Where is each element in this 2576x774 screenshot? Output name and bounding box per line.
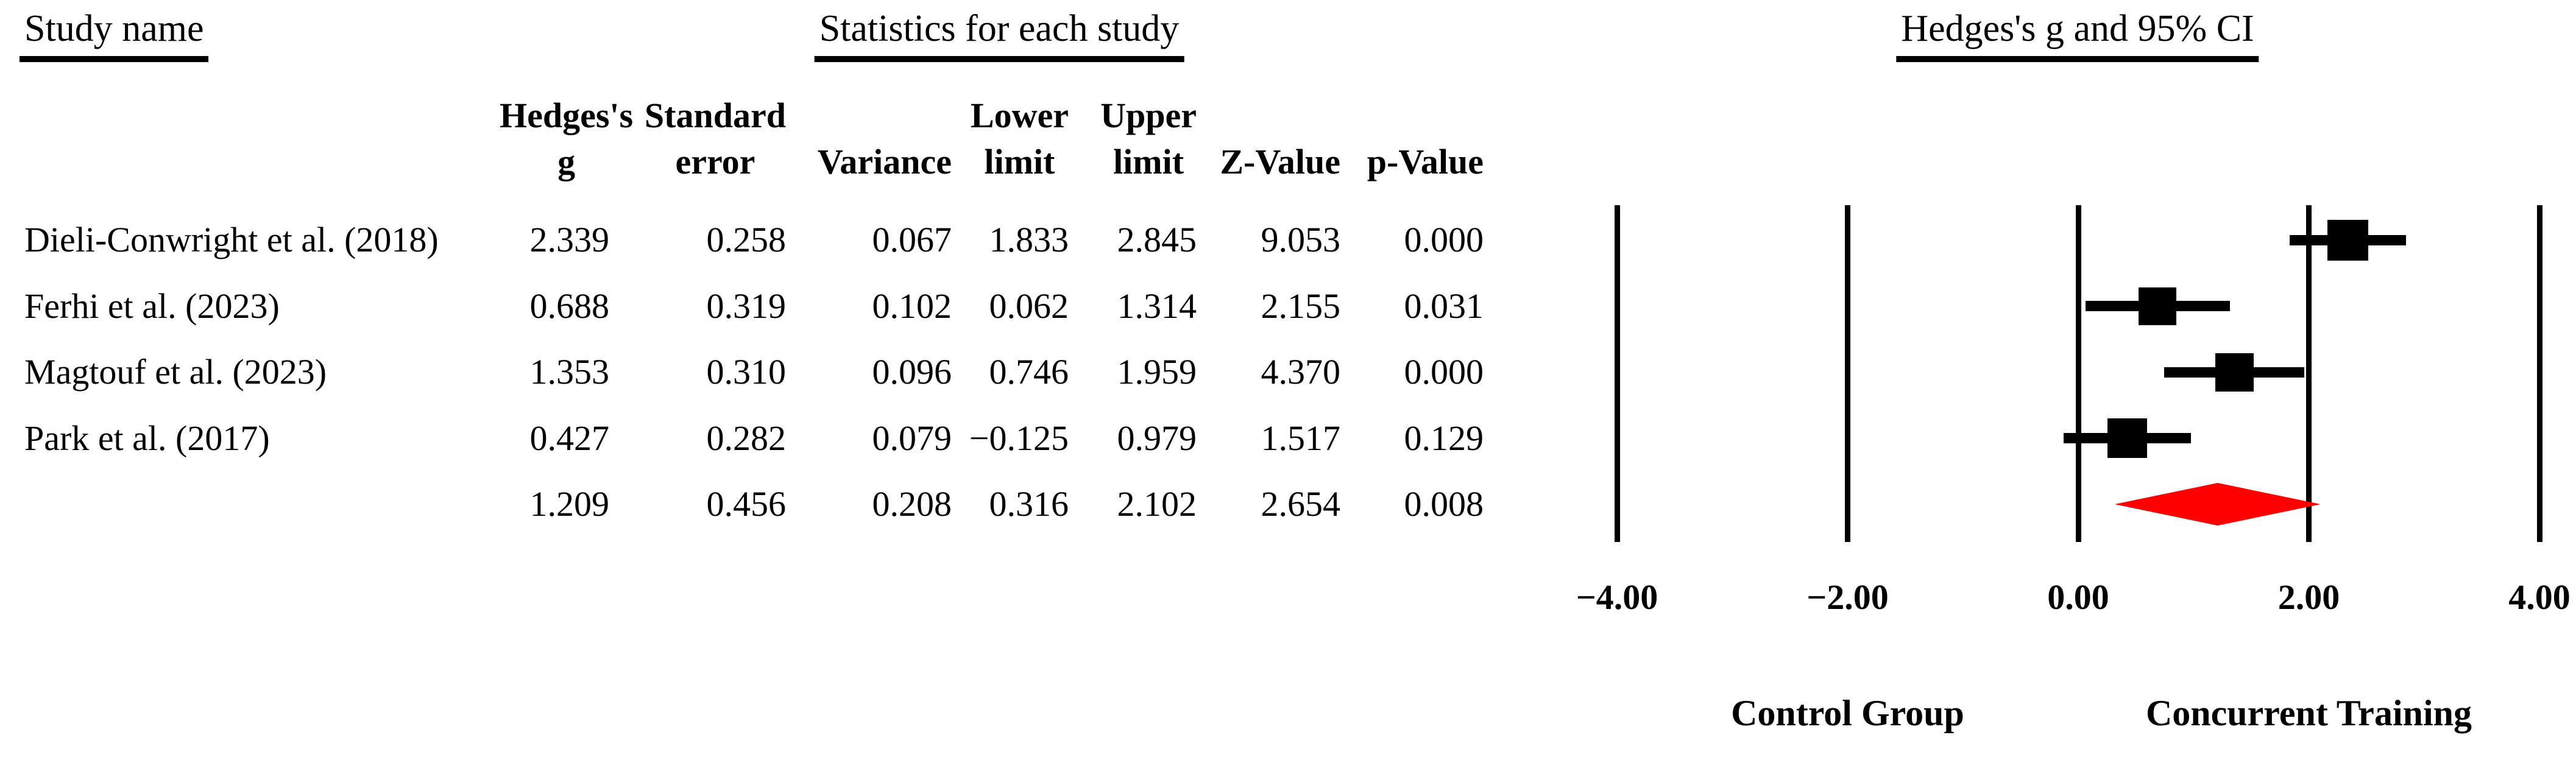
axis-gridline [2075,205,2081,542]
z-value: 2.654 [1261,484,1341,524]
header-z-value: Z-Value [1197,93,1340,185]
header-hedges-g-line1: Hedges's [500,96,634,135]
header-variance: Variance [786,93,952,185]
header-lower-limit-line2: limit [984,142,1055,181]
summary-row: 1.209 0.456 0.208 0.316 2.102 2.654 0.00… [0,471,1484,538]
hedges-g-value: 2.339 [529,220,610,260]
standard-error-value: 0.258 [706,220,787,260]
axis-tick-label: −2.00 [1806,577,1889,617]
header-standard-error: Standard error [609,93,786,185]
upper-limit-value: 1.959 [1117,352,1197,392]
p-value: 0.031 [1404,286,1484,326]
standard-error-value: 0.310 [706,352,787,392]
header-lower-limit-line1: Lower [970,96,1069,135]
lower-limit-value: 1.833 [989,220,1069,260]
upper-limit-value: 2.845 [1117,220,1197,260]
axis-tick-label: −4.00 [1576,577,1658,617]
lower-limit-value: 0.746 [989,352,1069,392]
variance-value: 0.079 [872,418,952,458]
header-upper-limit-line1: Upper [1100,96,1197,135]
header-p-value-line2: p-Value [1367,142,1484,181]
effect-square [2215,353,2254,392]
table-row: Dieli-Conwright et al. (2018) 2.339 0.25… [0,207,1484,273]
statistics-section-title: Statistics for each study [814,9,1184,62]
z-value: 2.155 [1261,286,1341,326]
summary-diamond [2114,483,2321,526]
upper-limit-value: 2.102 [1117,484,1197,524]
study-name: Park et al. (2017) [24,418,270,458]
axis-tick-label: 2.00 [2277,577,2340,617]
p-value: 0.008 [1404,484,1484,524]
variance-value: 0.067 [872,220,952,260]
variance-value: 0.102 [872,286,952,326]
p-value: 0.129 [1404,418,1484,458]
study-name: Magtouf et al. (2023) [24,352,327,392]
study-name-column-title: Study name [19,9,209,62]
header-variance-line2: Variance [817,142,952,181]
lower-limit-value: −0.125 [969,418,1069,458]
standard-error-value: 0.319 [706,286,787,326]
plot-section-title: Hedges's g and 95% CI [1896,9,2259,62]
header-upper-limit: Upper limit [1069,93,1197,185]
variance-value: 0.096 [872,352,952,392]
axis-gridline [2306,205,2312,542]
hedges-g-value: 0.427 [529,418,610,458]
axis-tick-label: 4.00 [2508,577,2571,617]
header-hedges-g: Hedges's g [500,93,633,185]
favours-left-label: Control Group [1731,693,1964,733]
effect-square [2107,418,2148,458]
header-standard-error-line2: error [675,142,755,181]
p-value: 0.000 [1404,352,1484,392]
hedges-g-value: 0.688 [529,286,610,326]
header-standard-error-line1: Standard [644,96,786,135]
favours-right-label: Concurrent Training [2145,693,2472,733]
axis-tick-label: 0.00 [2047,577,2109,617]
header-hedges-g-line2: g [557,142,576,181]
table-header-row: Hedges's g Standard error Variance Lower… [0,93,1484,185]
upper-limit-value: 1.314 [1117,286,1197,326]
table-body: Dieli-Conwright et al. (2018) 2.339 0.25… [0,207,1484,538]
z-value: 9.053 [1261,220,1341,260]
study-name: Ferhi et al. (2023) [24,286,280,326]
standard-error-value: 0.282 [706,418,787,458]
lower-limit-value: 0.316 [989,484,1069,524]
header-z-value-line2: Z-Value [1220,142,1340,181]
axis-gridline [1845,205,1850,542]
header-p-value: p-Value [1340,93,1484,185]
z-value: 4.370 [1261,352,1341,392]
axis-gridline [2536,205,2542,542]
variance-value: 0.208 [872,484,952,524]
study-name: Dieli-Conwright et al. (2018) [24,220,439,260]
effect-square [2139,287,2177,325]
header-upper-limit-line2: limit [1113,142,1184,181]
hedges-g-value: 1.209 [529,484,610,524]
standard-error-value: 0.456 [706,484,787,524]
table-row: Magtouf et al. (2023) 1.353 0.310 0.096 … [0,339,1484,406]
header-lower-limit: Lower limit [952,93,1069,185]
z-value: 1.517 [1261,418,1341,458]
axis-gridline [1614,205,1620,542]
upper-limit-value: 0.979 [1117,418,1197,458]
table-row: Ferhi et al. (2023) 0.688 0.319 0.102 0.… [0,273,1484,340]
effect-square [2327,219,2369,261]
table-row: Park et al. (2017) 0.427 0.282 0.079 −0.… [0,406,1484,472]
p-value: 0.000 [1404,220,1484,260]
hedges-g-value: 1.353 [529,352,610,392]
lower-limit-value: 0.062 [989,286,1069,326]
